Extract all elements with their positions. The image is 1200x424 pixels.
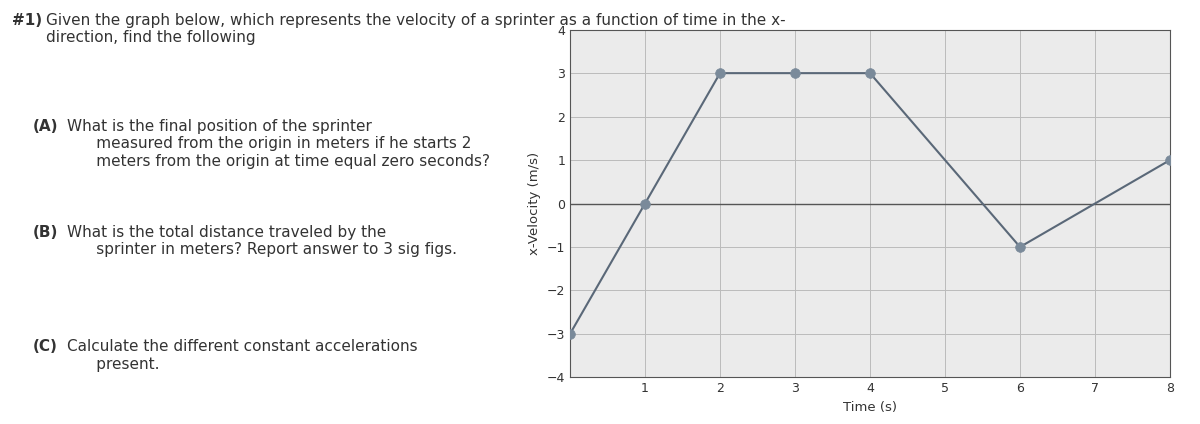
Text: What is the final position of the sprinter
      measured from the origin in met: What is the final position of the sprint… (67, 119, 491, 168)
Text: Given the graph below, which represents the velocity of a sprinter as a function: Given the graph below, which represents … (47, 13, 786, 45)
Text: (A): (A) (34, 119, 59, 134)
Y-axis label: x-Velocity (m/s): x-Velocity (m/s) (528, 152, 541, 255)
X-axis label: Time (s): Time (s) (842, 401, 898, 414)
Text: (B): (B) (34, 225, 59, 240)
Text: What is the total distance traveled by the
      sprinter in meters? Report answ: What is the total distance traveled by t… (67, 225, 457, 257)
Text: #1): #1) (12, 13, 42, 28)
Text: (C): (C) (34, 339, 58, 354)
Text: Calculate the different constant accelerations
      present.: Calculate the different constant acceler… (67, 339, 418, 371)
